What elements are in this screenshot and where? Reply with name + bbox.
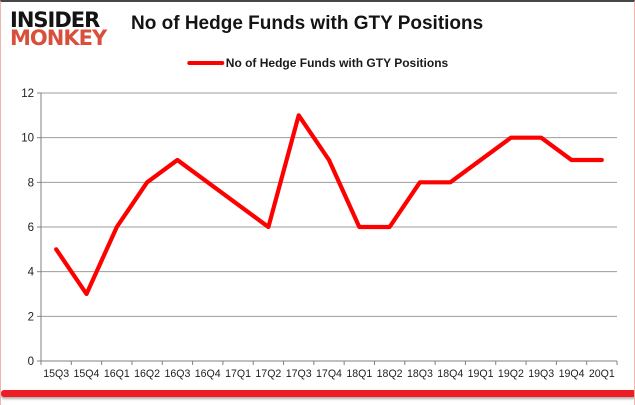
x-tick-label: 16Q1 (104, 368, 130, 380)
y-tick-label: 6 (28, 222, 34, 234)
x-tick-label: 15Q4 (74, 368, 100, 380)
y-tick-label: 8 (28, 177, 34, 189)
y-tick-label: 2 (28, 311, 34, 323)
series-line (54, 113, 604, 297)
y-tick-label: 4 (28, 267, 35, 279)
page-title: No of Hedge Funds with GTY Positions (131, 13, 484, 34)
logo-insider-text: INSIDER (10, 8, 100, 32)
x-tick-label: 16Q2 (134, 368, 160, 380)
x-tick-label: 16Q3 (164, 368, 190, 380)
x-tick-label: 16Q4 (195, 368, 221, 380)
line-chart-plot: 0 2 4 6 8 10 12 15Q3 15Q4 16Q1 16Q2 16Q3 16Q4 17Q1 17Q… (21, 88, 618, 380)
x-tick-label: 18Q2 (377, 368, 403, 380)
bottom-red-bar (1, 390, 634, 397)
legend-line-swatch-icon (186, 61, 224, 65)
y-tick-label: 0 (28, 356, 34, 368)
x-tick-label: 18Q3 (407, 368, 433, 380)
x-tick-label: 17Q1 (225, 368, 251, 380)
insider-monkey-logo: INSIDER MONKEY (10, 8, 107, 50)
x-tick-label: 18Q1 (346, 368, 372, 380)
x-tick-label: 19Q4 (559, 368, 585, 380)
y-tick-label: 10 (21, 133, 34, 145)
legend-label: No of Hedge Funds with GTY Positions (225, 56, 449, 70)
x-tick-label: 19Q1 (468, 368, 494, 380)
y-tick-label: 12 (21, 88, 34, 100)
x-tick-label: 17Q4 (316, 368, 342, 380)
x-tick-label: 17Q2 (255, 368, 281, 380)
x-tick-label: 18Q4 (437, 368, 463, 380)
chart-legend: No of Hedge Funds with GTY Positions (186, 56, 449, 70)
logo-monkey-text: MONKEY (10, 26, 107, 50)
x-tick-label: 19Q2 (498, 368, 524, 380)
x-tick-label: 20Q1 (589, 368, 615, 380)
x-tick-label: 17Q3 (286, 368, 312, 380)
x-tick-label: 15Q3 (43, 368, 69, 380)
x-tick-label: 19Q3 (528, 368, 554, 380)
